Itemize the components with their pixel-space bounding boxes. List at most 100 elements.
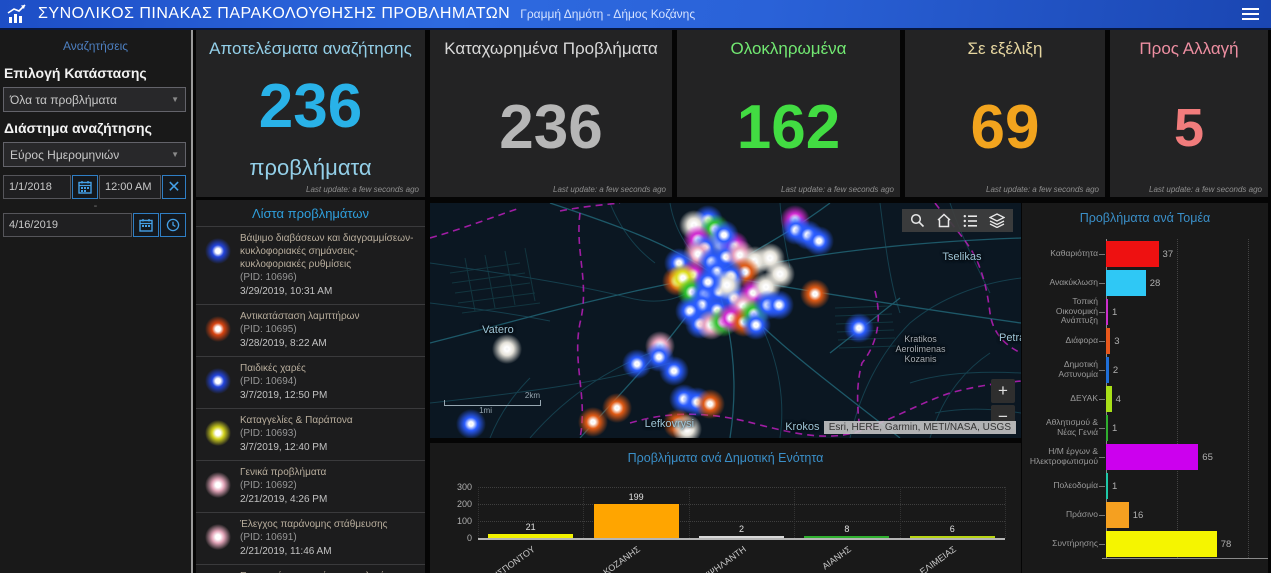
bar-ΑΙΑΝΗΣ[interactable] — [804, 536, 890, 538]
bar-value-label: 21 — [525, 522, 536, 533]
page-subtitle: Γραμμή Δημότη - Δήμος Κοζάνης — [520, 7, 696, 21]
category-label: Τοπική Οικονομική Ανάπτυξη — [1055, 296, 1098, 326]
bar-value-label: 37 — [1162, 248, 1174, 260]
problem-date: 2/21/2019, 4:26 PM — [240, 494, 328, 505]
category-label: Η/Μ έργων & Ηλεκτροφωτισμού — [1029, 446, 1098, 466]
kpi-card-registered: Καταχωρημένα Προβλήματα 236 Last update:… — [430, 30, 672, 197]
list-item[interactable]: Βάψιμο διαβάσεων και διαγραμμίσεων-κυκλο… — [196, 226, 425, 304]
problem-pid: (PID: 10692) — [240, 480, 297, 491]
bar-ΔΗΜΗΤΡΙΟΥ ΥΨΗΛΑΝΤΗ[interactable] — [699, 536, 784, 538]
status-dot-icon — [205, 316, 231, 342]
bar-ΔΕΥΑΚ[interactable] — [1106, 385, 1112, 412]
problem-list-title: Λίστα προβλημάτων — [251, 206, 370, 221]
bar-ΕΛΙΜΕΙΑΣ[interactable] — [909, 536, 995, 538]
search-icon[interactable] — [910, 213, 925, 228]
bar-Δημοτική Αστυνομία[interactable] — [1106, 356, 1109, 383]
problem-date: 3/28/2019, 8:22 AM — [240, 338, 327, 349]
list-item[interactable]: Επισκευή και συντήρηση παλαιών φωτιστικώ… — [196, 564, 425, 573]
status-select[interactable]: Όλα τα προβλήματα ▼ — [3, 87, 186, 112]
bar-Διάφορα[interactable] — [1106, 327, 1111, 354]
problem-pid: (PID: 10694) — [240, 376, 297, 387]
chart-title: Προβλήματα ανά Δημοτική Ενότητα — [627, 451, 824, 465]
calendar-icon[interactable] — [133, 213, 159, 237]
kpi-value: 69 — [970, 93, 1040, 162]
problem-pid: (PID: 10691) — [240, 532, 297, 543]
clear-icon[interactable]: ✕ — [162, 175, 186, 199]
problem-date: 3/7/2019, 12:40 PM — [240, 442, 328, 453]
bar-value-label: 6 — [949, 524, 955, 534]
problem-title: Επισκευή και συντήρηση παλαιών φωτιστικώ… — [240, 570, 421, 573]
bar-Πράσινο[interactable] — [1106, 501, 1129, 528]
list-item[interactable]: Αντικατάσταση λαμπτήρων (PID: 10695) 3/2… — [196, 304, 425, 356]
range-separator: - — [93, 200, 98, 212]
layers-icon[interactable] — [989, 213, 1005, 228]
map-canvas[interactable]: TselikasVateroPetraKratikosAerolimenasKo… — [430, 203, 1021, 438]
list-item[interactable]: Παιδικές χαρές (PID: 10694) 3/7/2019, 12… — [196, 356, 425, 408]
bar-ΚΟΖΑΝΗΣ[interactable] — [593, 504, 679, 538]
kpi-value: 236 — [258, 72, 363, 141]
home-icon[interactable] — [936, 213, 952, 228]
kpi-title: Αποτελέσματα αναζήτησης — [209, 39, 412, 58]
date-from-input[interactable]: 1/1/2018 — [3, 175, 71, 199]
category-label: Πράσινο — [1066, 508, 1098, 519]
category-label: Δημοτική Αστυνομία — [1058, 359, 1098, 379]
bar-value-label: 2 — [738, 524, 745, 534]
y-axis-tick: 300 — [456, 482, 472, 492]
category-label: Πολεοδομία — [1053, 479, 1098, 490]
bar-Συντήρησης[interactable] — [1106, 530, 1217, 557]
sidebar-title: Αναζητήσεις — [62, 39, 129, 53]
category-label: Αθλητισμού & Νέας Γενιά — [1045, 417, 1098, 437]
list-item[interactable]: Γενικά προβλήματα (PID: 10692) 2/21/2019… — [196, 460, 425, 512]
problem-title: Βάψιμο διαβάσεων και διαγραμμίσεων-κυκλο… — [240, 233, 414, 270]
chart-logo-icon — [7, 4, 26, 23]
kpi-last-update: Last update: a few seconds ago — [781, 185, 894, 194]
kpi-title: Προς Αλλαγή — [1139, 39, 1239, 58]
category-label: Καθαριότητα — [1050, 247, 1098, 258]
problem-pid: (PID: 10696) — [240, 272, 297, 283]
search-sidebar: Αναζητήσεις Επιλογή Κατάστασης Όλα τα πρ… — [0, 30, 193, 573]
chevron-down-icon: ▼ — [171, 150, 179, 159]
bar-Αθλητισμού & Νέας Γενιά[interactable] — [1106, 414, 1108, 441]
bar-Τοπική Οικονομική Ανάπτυξη[interactable] — [1106, 298, 1108, 325]
bar-value-label: 65 — [1202, 451, 1213, 463]
list-item[interactable]: Καταγγελίες & Παράπονα (PID: 10693) 3/7/… — [196, 408, 425, 460]
bar-value-label: 8 — [844, 524, 850, 534]
chart-problems-by-sector: Προβλήματα ανά Τομέα Καθαριότητα 37 Ανακύκ… — [1022, 203, 1268, 573]
map-scalebar: 2km 1mi — [444, 391, 554, 415]
list-item[interactable]: Έλεγχος παράνομης στάθμευσης (PID: 10691… — [196, 512, 425, 564]
interval-select[interactable]: Εύρος Ημερομηνιών ▼ — [3, 142, 186, 167]
bar-value-label: 16 — [1132, 509, 1144, 521]
bar-value-label: 3 — [1114, 335, 1120, 347]
problem-list-panel: Λίστα προβλημάτων Βάψιμο διαβάσεων και δ… — [196, 200, 425, 573]
bar-value-label: 4 — [1115, 393, 1121, 405]
interval-select-label: Διάστημα αναζήτησης — [4, 120, 152, 136]
legend-icon[interactable] — [963, 214, 978, 228]
kpi-card-in-progress: Σε εξέλιξη 69 Last update: a few seconds… — [905, 30, 1105, 197]
calendar-icon[interactable] — [72, 175, 98, 199]
hamburger-menu-icon[interactable] — [1242, 5, 1259, 23]
kpi-card-search-results: Αποτελέσματα αναζήτησης 236 προβλήματα L… — [196, 30, 425, 197]
time-from-input[interactable]: 12:00 AM — [99, 175, 161, 199]
bar-value-label: 1 — [1112, 422, 1118, 434]
kpi-card-completed: Ολοκληρωμένα 162 Last update: a few seco… — [677, 30, 900, 197]
bar-ΕΛΛΗΣΠΟΝΤΟΥ[interactable] — [488, 534, 574, 538]
problem-title: Γενικά προβλήματα — [240, 467, 327, 478]
kpi-card-to-change: Προς Αλλαγή 5 Last update: a few seconds… — [1110, 30, 1268, 197]
category-label: ΔΕΥΑΚ — [1070, 392, 1098, 403]
app-header: ΣΥΝΟΛΙΚΟΣ ΠΙΝΑΚΑΣ ΠΑΡΑΚΟΛΟΥΘΗΣΗΣ ΠΡΟΒΛΗΜ… — [0, 0, 1271, 28]
date-to-input[interactable]: 4/16/2019 — [3, 213, 132, 237]
status-dot-icon — [205, 238, 231, 264]
chart-problems-by-municipal-unit: Προβλήματα ανά Δημοτική Ενότητα 0 100 200 3… — [430, 443, 1021, 573]
map-toolbar — [902, 209, 1013, 232]
bar-Ανακύκλωση[interactable] — [1106, 269, 1146, 296]
bar-Πολεοδομία[interactable] — [1106, 472, 1108, 499]
bar-Καθαριότητα[interactable] — [1106, 240, 1159, 267]
y-axis-tick: 200 — [456, 499, 472, 509]
bar-Η/Μ έργων & Ηλεκτροφωτισμού[interactable] — [1106, 443, 1199, 470]
zoom-in-button[interactable]: + — [991, 379, 1015, 403]
status-dot-icon — [205, 524, 231, 550]
clock-icon[interactable] — [160, 213, 186, 237]
bar-value-label: 28 — [1149, 277, 1161, 289]
map-attribution: Esri, HERE, Garmin, METI/NASA, USGS — [823, 421, 1016, 434]
kpi-value: 5 — [1173, 98, 1205, 158]
